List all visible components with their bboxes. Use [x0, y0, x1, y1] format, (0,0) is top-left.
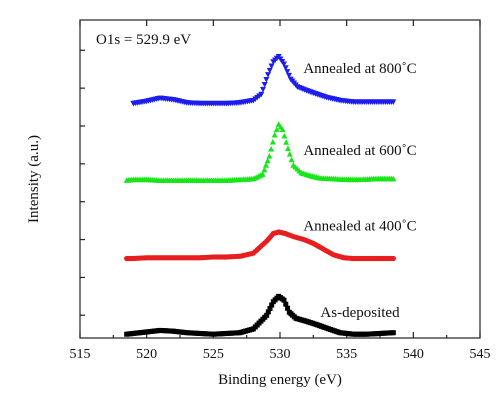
data-point [260, 86, 266, 93]
x-tick-label: 520 [136, 347, 157, 362]
data-point [263, 162, 269, 168]
data-point [269, 302, 275, 308]
data-point [288, 156, 295, 163]
x-tick-label: 530 [270, 347, 291, 362]
data-point [266, 67, 273, 74]
data-point [279, 126, 286, 133]
x-tick-label: 545 [470, 347, 491, 362]
data-point [267, 305, 273, 311]
peak-annotation: O1s = 529.9 eV [96, 32, 191, 48]
data-point [264, 157, 271, 164]
data-point [273, 126, 280, 133]
x-axis-title: Binding energy (eV) [218, 372, 342, 388]
data-point [286, 151, 293, 157]
x-tick-label: 540 [403, 347, 424, 362]
series-layer [123, 53, 397, 337]
series-label: Annealed at 600˚C [303, 143, 416, 159]
series-label: As-deposited [320, 305, 400, 321]
series-3 [130, 53, 397, 107]
data-point [286, 72, 292, 79]
x-tick-label: 535 [336, 347, 357, 362]
data-point [281, 61, 287, 68]
y-axis [80, 49, 85, 316]
data-point [390, 330, 396, 336]
data-point [390, 175, 397, 182]
data-point [265, 309, 271, 315]
x-tick-label: 525 [203, 347, 224, 362]
data-point [283, 301, 289, 307]
data-point [283, 139, 290, 145]
data-point [261, 166, 268, 173]
data-point [284, 69, 291, 75]
data-point [263, 77, 270, 83]
series-1 [124, 229, 396, 262]
series-2 [123, 121, 397, 183]
data-point [269, 138, 276, 145]
data-point [282, 65, 289, 71]
data-point [265, 72, 271, 78]
data-point [390, 99, 397, 105]
data-point [259, 171, 266, 177]
series-label: Annealed at 400˚C [303, 218, 416, 234]
y-axis-title: Intensity (a.u.) [26, 135, 42, 223]
series-labels: As-deposited Annealed at 400˚C Annealed at… [303, 61, 416, 321]
data-point [268, 63, 275, 70]
data-point [261, 81, 268, 88]
data-point [266, 153, 273, 159]
data-point [268, 146, 275, 152]
data-point [285, 305, 291, 311]
data-point [264, 312, 270, 318]
data-point [271, 131, 278, 138]
data-point [281, 297, 287, 303]
x-axis: 515 520 525 530 535 540 545 [70, 20, 491, 362]
series-0 [124, 293, 396, 337]
x-tick-label: 515 [70, 347, 91, 362]
data-point [281, 132, 288, 139]
data-point [258, 91, 265, 98]
series-label: Annealed at 800˚C [303, 61, 416, 77]
data-point [285, 145, 291, 152]
data-point [390, 255, 396, 262]
